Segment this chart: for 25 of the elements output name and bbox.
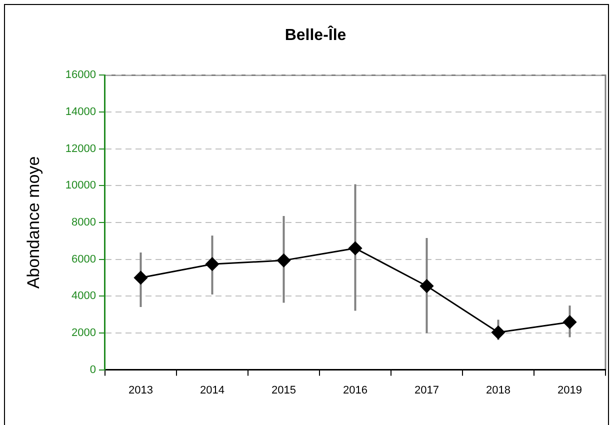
point [563,315,576,329]
y-tick-label: 12000 [65,142,96,155]
point [348,242,362,256]
x-tick-label: 2018 [486,384,510,396]
chart-title: Belle-Île [284,25,346,44]
y-tick-label: 10000 [65,180,96,192]
x-tick-label: 2016 [343,384,368,396]
point [205,257,219,271]
point [492,326,505,340]
point [420,279,434,293]
point [134,270,148,284]
x-tick-label: 2015 [272,384,296,396]
y-tick-label: 0 [90,364,96,376]
x-tick-label: 2017 [414,384,439,396]
point [276,254,290,268]
x-tick-label: 2014 [200,384,224,396]
y-tick-label: 14000 [65,106,96,118]
y-axis-title: Abondance moye [24,156,43,289]
x-tick-label: 2013 [128,384,153,396]
x-tick-label: 2019 [558,384,582,396]
y-tick-label: 6000 [72,253,96,266]
y-tick-label: 2000 [72,327,96,340]
y-tick-label: 16000 [65,69,96,82]
y-tick-label: 4000 [72,290,96,302]
y-tick-label: 8000 [72,216,96,229]
